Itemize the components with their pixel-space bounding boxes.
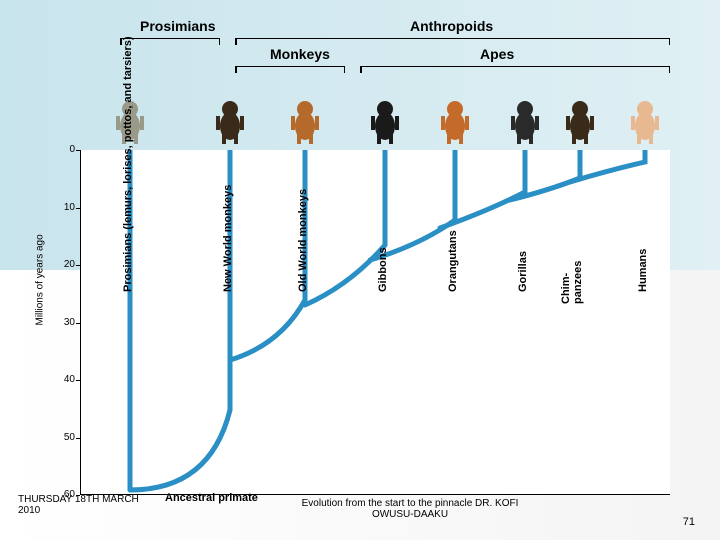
lineage-label: Gorillas <box>517 251 529 292</box>
y-tick-mark <box>76 150 80 151</box>
bracket <box>235 38 670 44</box>
monkeys-label: Monkeys <box>270 46 330 62</box>
y-tick-mark <box>76 380 80 381</box>
primate-icon <box>623 92 667 144</box>
lineage-label: New World monkeys <box>222 185 234 292</box>
y-tick-mark <box>76 208 80 209</box>
lineage-label: Humans <box>637 249 649 292</box>
y-tick-label: 0 <box>55 144 75 155</box>
y-axis-label: Millions of years ago <box>35 234 46 325</box>
primate-icon <box>433 92 477 144</box>
lineage-label: Prosimians (lemurs, lorises, pottos, and… <box>122 36 134 292</box>
lineage-label: Gibbons <box>377 247 389 292</box>
bracket <box>235 66 345 72</box>
lineage-label: Orangutans <box>447 230 459 292</box>
primate-icon <box>283 92 327 144</box>
y-tick-label: 30 <box>55 317 75 328</box>
page-number: 71 <box>683 516 695 528</box>
y-tick-mark <box>76 438 80 439</box>
footer-date: THURSDAY 18TH MARCH 2010 <box>18 494 139 516</box>
y-tick-mark <box>76 323 80 324</box>
lineage-label: Old World monkeys <box>297 189 309 292</box>
prosimians-label: Prosimians <box>140 18 215 34</box>
y-tick-mark <box>76 265 80 266</box>
lineage-label: Chim- panzees <box>560 261 584 304</box>
y-tick-label: 10 <box>55 202 75 213</box>
y-tick-label: 50 <box>55 432 75 443</box>
anthropoids-label: Anthropoids <box>410 18 493 34</box>
primate-icon <box>208 92 252 144</box>
apes-label: Apes <box>480 46 514 62</box>
primate-icon <box>558 92 602 144</box>
slide-content: Prosimians Anthropoids Monkeys Apes <box>0 0 720 540</box>
bracket <box>360 66 670 72</box>
primate-icon <box>363 92 407 144</box>
bracket <box>120 38 220 44</box>
y-tick-label: 20 <box>55 259 75 270</box>
footer-title: Evolution from the start to the pinnacle… <box>260 498 560 520</box>
primate-icon <box>503 92 547 144</box>
phylogeny-tree <box>80 150 670 495</box>
y-tick-label: 40 <box>55 374 75 385</box>
ancestral-label: Ancestral primate <box>165 492 258 504</box>
